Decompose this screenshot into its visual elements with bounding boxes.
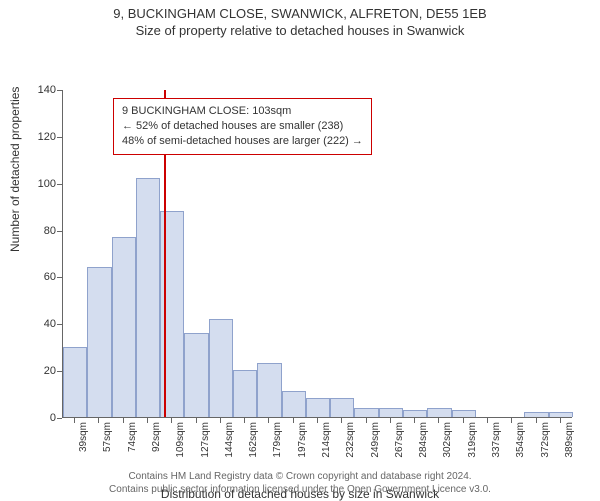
histogram-bar [136,178,160,417]
x-tick-label: 197sqm [297,422,308,472]
x-tick-mark [244,418,245,423]
x-tick-label: 319sqm [467,422,478,472]
x-tick-label: 57sqm [102,422,113,472]
footer-attribution: Contains HM Land Registry data © Crown c… [0,470,600,496]
histogram-bar [330,398,354,417]
histogram-bar [184,333,208,417]
x-tick-label: 337sqm [491,422,502,472]
y-tick-label: 140 [0,84,60,96]
info-box-line: 9 BUCKINGHAM CLOSE: 103sqm [122,104,363,119]
histogram-bar [549,412,573,417]
x-tick-mark [147,418,148,423]
x-tick-label: 249sqm [370,422,381,472]
x-tick-mark [293,418,294,423]
page-title: 9, BUCKINGHAM CLOSE, SWANWICK, ALFRETON,… [0,0,600,21]
y-tick-label: 120 [0,131,60,143]
histogram-bar [257,363,281,417]
y-tick-label: 100 [0,178,60,190]
histogram-bar [63,347,87,417]
histogram-bar [354,408,378,417]
x-tick-mark [511,418,512,423]
info-box-line: 48% of semi-detached houses are larger (… [122,134,363,149]
x-tick-label: 74sqm [127,422,138,472]
histogram-bar [403,410,427,417]
x-tick-mark [171,418,172,423]
histogram-bar [87,267,111,417]
histogram-bar [282,391,306,417]
x-tick-mark [74,418,75,423]
x-tick-label: 179sqm [272,422,283,472]
x-tick-mark [438,418,439,423]
y-tick-label: 80 [0,225,60,237]
y-tick-mark [57,418,62,419]
histogram-bar [452,410,476,417]
x-tick-label: 389sqm [564,422,575,472]
info-box-line: ← 52% of detached houses are smaller (23… [122,119,363,134]
x-tick-label: 214sqm [321,422,332,472]
footer-line-2: Contains public sector information licen… [0,483,600,496]
x-tick-label: 144sqm [224,422,235,472]
info-box: 9 BUCKINGHAM CLOSE: 103sqm← 52% of detac… [113,98,372,155]
histogram-bar [209,319,233,417]
plot-area: 9 BUCKINGHAM CLOSE: 103sqm← 52% of detac… [62,90,572,418]
footer-line-1: Contains HM Land Registry data © Crown c… [0,470,600,483]
x-tick-mark [196,418,197,423]
x-tick-label: 302sqm [442,422,453,472]
x-tick-mark [463,418,464,423]
x-tick-label: 39sqm [78,422,89,472]
x-tick-label: 92sqm [151,422,162,472]
x-tick-mark [317,418,318,423]
x-tick-mark [414,418,415,423]
x-tick-label: 109sqm [175,422,186,472]
x-tick-label: 267sqm [394,422,405,472]
x-tick-label: 232sqm [345,422,356,472]
x-tick-label: 284sqm [418,422,429,472]
x-tick-mark [123,418,124,423]
x-tick-mark [487,418,488,423]
x-tick-label: 372sqm [540,422,551,472]
histogram-bar [379,408,403,417]
x-tick-mark [560,418,561,423]
x-tick-label: 162sqm [248,422,259,472]
histogram-bar [306,398,330,417]
y-tick-label: 40 [0,318,60,330]
histogram-bar [427,408,451,417]
x-tick-mark [536,418,537,423]
page-subtitle: Size of property relative to detached ho… [0,21,600,42]
x-tick-mark [268,418,269,423]
histogram-bar [524,412,548,417]
x-tick-mark [220,418,221,423]
y-tick-label: 60 [0,271,60,283]
histogram-bar [233,370,257,417]
y-tick-label: 20 [0,365,60,377]
histogram-bar [112,237,136,417]
x-tick-mark [366,418,367,423]
x-tick-label: 127sqm [200,422,211,472]
x-tick-mark [98,418,99,423]
y-tick-label: 0 [0,412,60,424]
x-tick-mark [341,418,342,423]
x-tick-mark [390,418,391,423]
x-tick-label: 354sqm [515,422,526,472]
